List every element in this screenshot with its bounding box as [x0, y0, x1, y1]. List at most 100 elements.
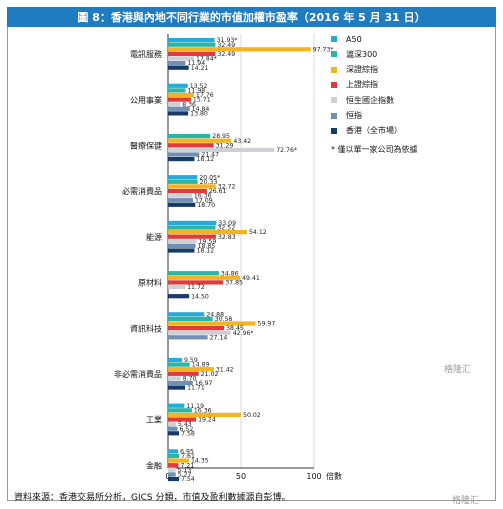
- bar: [168, 458, 189, 463]
- bar: [168, 463, 179, 468]
- data-label: 5.27: [178, 472, 192, 479]
- bar: [168, 56, 195, 61]
- data-label: 28.95: [212, 133, 230, 140]
- data-label: 7.58: [181, 430, 195, 437]
- bar: [168, 362, 190, 367]
- bar: [168, 184, 216, 189]
- data-label: 31.29: [216, 142, 234, 149]
- legend-label: 深證綜指: [346, 65, 378, 75]
- legend-label: 上證綜指: [346, 80, 378, 90]
- category-label: 非必需消費品: [114, 369, 162, 379]
- bar: [168, 472, 176, 477]
- data-label: 7.61: [181, 453, 195, 460]
- bar: [168, 92, 194, 98]
- data-label: 43.42: [233, 138, 251, 145]
- data-label: 18.70: [197, 202, 215, 209]
- data-label: 14.35: [191, 458, 209, 465]
- bar: [168, 106, 190, 111]
- category-label: 必需消費品: [122, 186, 162, 196]
- bar: [168, 335, 208, 340]
- data-label: 72.76*: [276, 147, 297, 154]
- bar: [168, 275, 241, 280]
- category-label: 金融: [146, 460, 162, 470]
- data-label: 15.71: [193, 97, 211, 104]
- data-label: 16.97: [195, 380, 213, 387]
- bar: [168, 138, 232, 143]
- bar: [168, 152, 200, 157]
- bar: [168, 234, 216, 239]
- bar: [168, 198, 193, 203]
- data-label: 19.24: [198, 417, 216, 424]
- bar: [168, 284, 186, 290]
- bar: [168, 467, 176, 472]
- source-note: 資料來源：香港交易所分析，GICS 分類，市值及盈利數據源自彭博。: [14, 493, 291, 503]
- bar: [168, 248, 195, 253]
- figure-frame: [7, 7, 496, 501]
- data-label: 32.83: [218, 234, 236, 241]
- bar: [168, 422, 176, 427]
- data-label: 14.89: [192, 362, 210, 369]
- bar: [168, 239, 197, 244]
- legend-item: 恒生國企指數: [331, 95, 394, 105]
- bar: [168, 188, 207, 194]
- bar: [168, 312, 205, 317]
- bar: [168, 51, 216, 56]
- legend-label: A50: [346, 34, 362, 44]
- data-label: 18.85: [198, 243, 216, 250]
- data-label: 14.21: [191, 65, 209, 72]
- data-label: 59.97: [258, 321, 276, 328]
- data-label: 13.52: [190, 83, 208, 90]
- data-label: 49.41: [242, 275, 260, 282]
- bar: [168, 102, 181, 107]
- legend-swatch: [331, 36, 337, 42]
- x-tick-label: 50: [236, 472, 246, 481]
- data-label: 38.45: [226, 325, 244, 332]
- bar: [168, 83, 188, 88]
- category-label: 公用事業: [130, 95, 162, 105]
- data-label: 18.12: [196, 248, 214, 255]
- data-label: 18.12: [196, 156, 214, 163]
- data-label: 9.59: [184, 357, 198, 364]
- bar: [168, 202, 196, 207]
- data-label: 32.49: [217, 42, 235, 49]
- legend-item: 恒指: [331, 111, 362, 121]
- data-label: 33.09: [218, 220, 236, 227]
- legend-swatch: [331, 112, 337, 119]
- data-label: 24.88: [206, 311, 224, 318]
- data-label: 42.96*: [233, 330, 254, 337]
- data-label: 5.43: [178, 421, 192, 428]
- data-label: 14.50: [191, 293, 209, 300]
- category-label: 醫療保健: [130, 141, 162, 151]
- legend-item: 上證綜指: [331, 80, 378, 90]
- bar: [168, 412, 242, 417]
- data-label: 11.72: [187, 284, 205, 291]
- bar: [168, 88, 186, 93]
- data-label: 16.36: [194, 407, 212, 414]
- legend-label: 恒指: [346, 111, 362, 120]
- data-label: 6.95: [180, 449, 194, 456]
- legend-item: 香港（全市場）: [331, 126, 402, 136]
- bar: [168, 225, 216, 230]
- data-label: 32.49: [217, 51, 235, 58]
- data-label: 13.80: [190, 111, 208, 118]
- bar: [168, 147, 275, 152]
- data-label: 8.36: [182, 101, 196, 108]
- x-tick-label: 100: [306, 472, 321, 481]
- category-label: 原材料: [138, 278, 162, 288]
- data-label: 17.84*: [196, 56, 217, 63]
- legend-item: 滬深300: [331, 49, 377, 59]
- data-label: 14.84: [192, 106, 210, 113]
- legend-swatch: [331, 81, 337, 88]
- bar: [168, 403, 185, 408]
- bar: [168, 157, 195, 162]
- data-label: 27.14: [210, 334, 228, 341]
- data-label: 17.76: [196, 92, 214, 99]
- bar: [168, 193, 192, 198]
- data-label: 20.33: [200, 179, 218, 186]
- bar: [168, 449, 179, 454]
- legend-footnote: * 僅以單一家公司為依據: [331, 145, 418, 154]
- data-label: 11.71: [187, 385, 205, 392]
- bar: [168, 376, 181, 381]
- category-label: 能源: [146, 232, 162, 242]
